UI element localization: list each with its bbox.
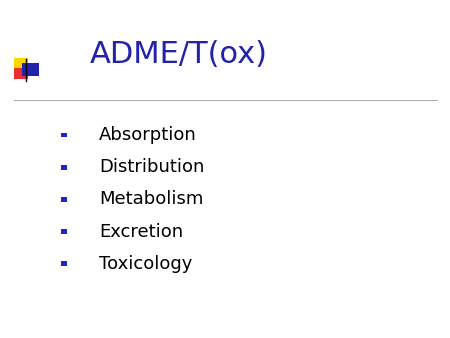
FancyBboxPatch shape — [14, 58, 28, 69]
FancyBboxPatch shape — [14, 68, 28, 79]
Text: Distribution: Distribution — [99, 158, 204, 176]
FancyBboxPatch shape — [22, 63, 40, 76]
Bar — [61, 230, 67, 234]
Bar — [61, 133, 67, 137]
Text: Toxicology: Toxicology — [99, 255, 193, 273]
Bar — [61, 165, 67, 170]
Text: ADME/T(ox): ADME/T(ox) — [90, 40, 268, 69]
Text: Metabolism: Metabolism — [99, 190, 203, 209]
Text: Absorption: Absorption — [99, 126, 197, 144]
Bar — [61, 262, 67, 266]
Bar — [61, 197, 67, 201]
Text: Excretion: Excretion — [99, 222, 183, 241]
